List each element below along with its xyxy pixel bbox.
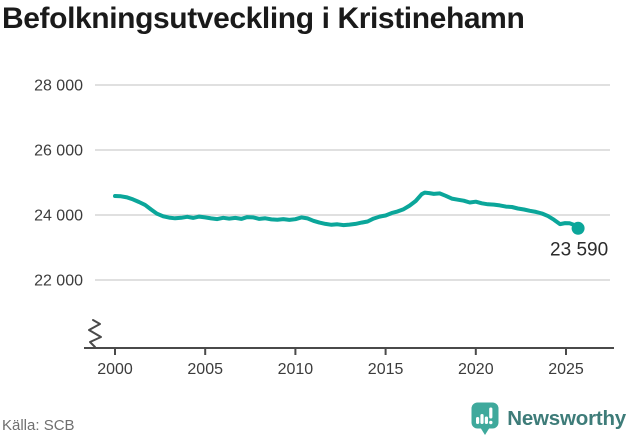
source-label: Källa: SCB — [2, 417, 75, 434]
y-tick-label: 24 000 — [34, 208, 83, 225]
population-line — [113, 190, 581, 231]
x-tick-label: 2005 — [187, 361, 223, 378]
x-tick-label: 2020 — [458, 361, 494, 378]
exclamation-dot — [489, 420, 493, 425]
y-tick-label: 22 000 — [34, 273, 83, 290]
x-tick-label: 2025 — [548, 361, 584, 378]
end-value-label: 23 590 — [550, 239, 608, 260]
bar-glyph — [480, 414, 484, 424]
exclamation-bar — [489, 407, 493, 419]
newsworthy-icon — [471, 402, 499, 435]
end-point-marker — [571, 221, 585, 235]
bubble-tail — [480, 427, 491, 435]
x-tick-label: 2015 — [368, 361, 404, 378]
bubble-shape — [471, 402, 499, 429]
y-tick-label: 26 000 — [34, 143, 83, 160]
newsworthy-wordmark: Newsworthy — [507, 407, 626, 430]
population-line-chart: 28 000 26 000 24 000 22 000 2000 2005 2010 2015… — [34, 78, 614, 378]
bar-glyph — [476, 417, 480, 424]
x-tick-label: 2010 — [278, 361, 314, 378]
chart-title: Befolkningsutveckling i Kristinehamn — [2, 2, 525, 35]
newsworthy-logo[interactable]: Newsworthy — [471, 402, 626, 436]
axis-break-icon — [88, 319, 102, 348]
bar-glyph — [485, 416, 489, 424]
y-tick-label: 28 000 — [34, 78, 83, 95]
x-tick-label: 2000 — [97, 361, 133, 378]
